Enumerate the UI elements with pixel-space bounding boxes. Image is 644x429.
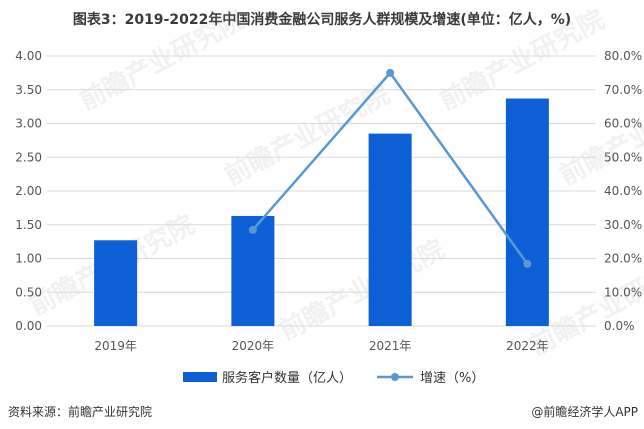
y-tick-label-right: 0.0% xyxy=(604,319,635,333)
brand-credit: @前瞻经济学人APP xyxy=(531,405,638,419)
y-tick-label-right: 40.0% xyxy=(604,184,642,198)
legend-marker-line xyxy=(391,373,399,381)
y-tick-label-left: 3.00 xyxy=(15,117,42,131)
y-tick-label-right: 20.0% xyxy=(604,252,642,266)
y-tick-label-right: 80.0% xyxy=(604,49,642,63)
y-tick-label-left: 1.00 xyxy=(15,252,42,266)
legend-label-line: 增速（%） xyxy=(420,371,484,386)
line-point xyxy=(523,259,532,268)
legend-swatch-bar xyxy=(183,372,217,382)
legend-label-bar: 服务客户数量（亿人） xyxy=(222,370,352,386)
x-tick-label: 2019年 xyxy=(94,339,137,353)
x-tick-label: 2020年 xyxy=(232,339,275,353)
y-tick-label-left: 4.00 xyxy=(15,49,42,63)
x-tick-label: 2022年 xyxy=(506,339,549,353)
y-tick-label-right: 50.0% xyxy=(604,150,642,164)
y-tick-label-left: 0.00 xyxy=(15,319,42,333)
bar xyxy=(368,133,412,326)
y-tick-label-left: 2.00 xyxy=(15,184,42,198)
y-tick-label-right: 60.0% xyxy=(604,117,642,131)
line-point xyxy=(386,68,395,77)
bar xyxy=(231,215,275,326)
y-tick-label-right: 10.0% xyxy=(604,285,642,299)
bar xyxy=(505,98,549,327)
y-tick-label-left: 3.50 xyxy=(15,83,42,97)
y-tick-label-right: 30.0% xyxy=(604,218,642,232)
y-tick-label-left: 1.50 xyxy=(15,218,42,232)
y-tick-label-right: 70.0% xyxy=(604,83,642,97)
source-note: 资料来源：前瞻产业研究院 xyxy=(8,405,153,419)
y-tick-label-left: 0.50 xyxy=(15,285,42,299)
bar xyxy=(94,240,138,326)
chart-title: 图表3：2019-2022年中国消费金融公司服务人群规模及增速(单位：亿人，%) xyxy=(72,12,572,28)
x-tick-label: 2021年 xyxy=(369,339,412,353)
y-tick-label-left: 2.50 xyxy=(15,150,42,164)
line-point xyxy=(248,225,257,234)
